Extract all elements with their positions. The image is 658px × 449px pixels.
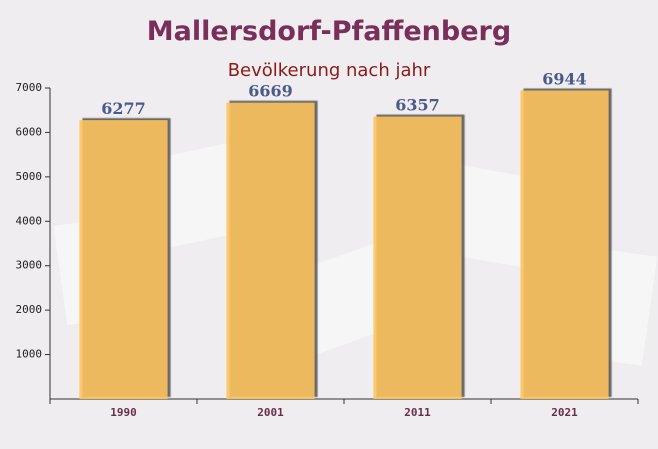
y-tick-label: 3000: [16, 259, 43, 272]
x-tick-label: 2011: [404, 406, 431, 419]
y-tick-label: 7000: [16, 81, 43, 94]
bar: [226, 102, 315, 399]
bar: [373, 116, 462, 400]
x-tick-label: 2021: [551, 406, 578, 419]
y-tick-label: 1000: [16, 348, 43, 361]
y-tick-label: 2000: [16, 303, 43, 316]
value-label: 6277: [101, 99, 146, 118]
y-tick-label: 6000: [16, 125, 43, 138]
y-tick-label: 4000: [16, 214, 43, 227]
bar: [79, 120, 168, 399]
value-label: 6669: [248, 82, 293, 101]
chart-subtitle: Bevölkerung nach jahr: [228, 60, 431, 81]
value-label: 6944: [542, 69, 587, 88]
value-label: 6357: [395, 96, 440, 115]
y-tick-label: 5000: [16, 170, 43, 183]
x-tick-label: 1990: [110, 406, 137, 419]
chart-title: Mallersdorf-Pfaffenberg: [147, 16, 511, 47]
bar: [520, 90, 609, 399]
x-tick-label: 2001: [257, 406, 284, 419]
